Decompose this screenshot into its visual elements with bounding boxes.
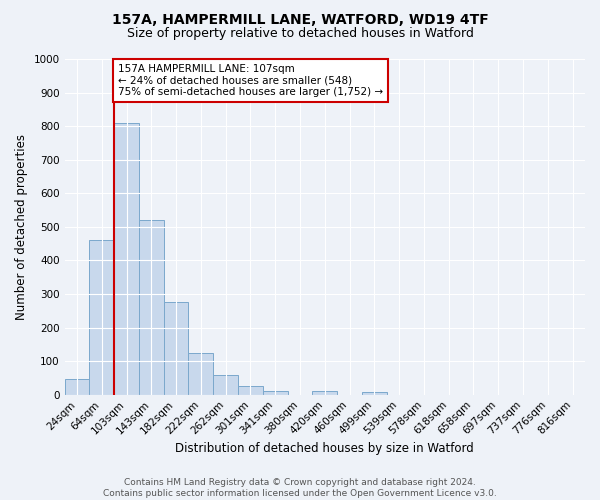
Bar [213, 374, 238, 394]
Bar [188, 353, 213, 395]
Bar [238, 386, 263, 394]
Bar [114, 124, 139, 394]
Bar [263, 390, 287, 394]
Bar [89, 240, 114, 394]
Text: Size of property relative to detached houses in Watford: Size of property relative to detached ho… [127, 28, 473, 40]
Text: 157A, HAMPERMILL LANE, WATFORD, WD19 4TF: 157A, HAMPERMILL LANE, WATFORD, WD19 4TF [112, 12, 488, 26]
Bar [65, 380, 89, 394]
Y-axis label: Number of detached properties: Number of detached properties [15, 134, 28, 320]
Bar [164, 302, 188, 394]
X-axis label: Distribution of detached houses by size in Watford: Distribution of detached houses by size … [175, 442, 474, 455]
Text: Contains HM Land Registry data © Crown copyright and database right 2024.
Contai: Contains HM Land Registry data © Crown c… [103, 478, 497, 498]
Bar [139, 220, 164, 394]
Text: 157A HAMPERMILL LANE: 107sqm
← 24% of detached houses are smaller (548)
75% of s: 157A HAMPERMILL LANE: 107sqm ← 24% of de… [118, 64, 383, 97]
Bar [313, 390, 337, 394]
Bar [362, 392, 387, 394]
